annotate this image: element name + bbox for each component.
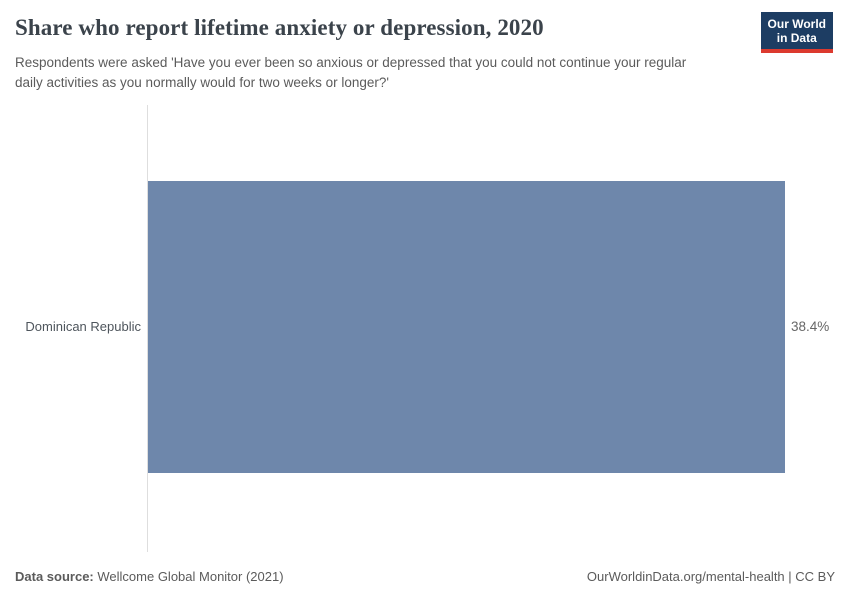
- bar-category-label: Dominican Republic: [25, 319, 141, 334]
- bar-track: [148, 181, 785, 473]
- bar-dominican-republic[interactable]: [148, 181, 785, 473]
- chart-footer: Data source: Wellcome Global Monitor (20…: [15, 569, 835, 584]
- owid-logo-line2: in Data: [776, 31, 817, 45]
- owid-logo: Our World in Data: [760, 12, 833, 53]
- chart-subtitle: Respondents were asked 'Have you ever be…: [15, 55, 687, 90]
- owid-logo-accent-bar: [760, 49, 833, 53]
- owid-logo-line1: Our World: [767, 17, 826, 31]
- attribution-link[interactable]: OurWorldinData.org/mental-health | CC BY: [586, 569, 835, 584]
- data-source-label: Data source:: [15, 569, 94, 584]
- page-title: Share who report lifetime anxiety or dep…: [15, 15, 544, 40]
- owid-logo-box: Our World in Data: [760, 12, 833, 49]
- data-source-value: Wellcome Global Monitor (2021): [97, 569, 284, 584]
- bar-value-label: 38.4%: [791, 319, 830, 334]
- y-axis-line: [147, 105, 148, 552]
- data-source: Data source: Wellcome Global Monitor (20…: [15, 569, 284, 584]
